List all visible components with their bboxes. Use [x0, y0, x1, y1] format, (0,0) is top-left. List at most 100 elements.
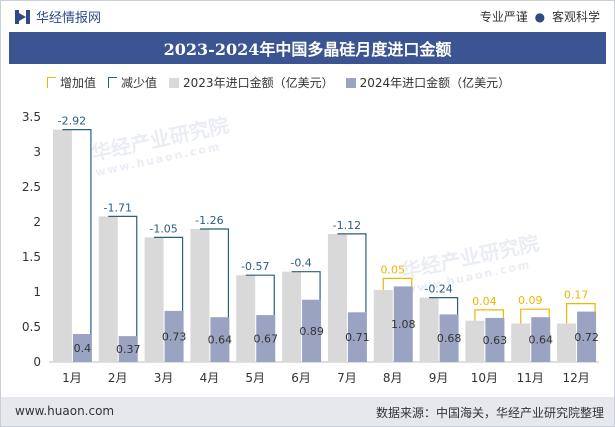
y-tick-label: 1 [33, 285, 41, 299]
data-label-2024: 0.67 [254, 333, 279, 346]
decrease-bracket [337, 233, 367, 313]
bar-2024 [210, 317, 230, 362]
change-label: -1.05 [149, 222, 177, 235]
data-label-2024: 0.71 [345, 331, 370, 344]
bar-2024 [577, 311, 597, 362]
data-label-2024: 1.08 [391, 318, 416, 331]
change-label: 0.17 [564, 289, 589, 302]
legend-2024-label: 2024年进口金额（亿美元） [359, 76, 511, 90]
chart-legend: 增加值 减少值 2023年进口金额（亿美元） 2024年进口金额（亿美元） [47, 74, 522, 91]
footer-url: www.huaon.com [15, 404, 115, 418]
tagline: 专业严谨 ● 客观科学 [480, 8, 600, 25]
bar-2024 [164, 310, 184, 362]
bar-2024 [302, 299, 322, 362]
bar-2024 [72, 334, 92, 362]
change-label: 0.05 [381, 263, 406, 276]
decrease-bracket [291, 271, 321, 300]
y-tick-label: 0 [33, 355, 41, 369]
bar-chart: 0 0.5 1 1.5 2 2.5 3 3.5 -2.92 0.4 1月 -1.71 0.37 2月 -1.… [22, 110, 599, 385]
chart-title-bar: 2023-2024年中国多晶硅月度进口金额 [9, 32, 606, 64]
data-label-2024: 0.4 [74, 342, 92, 355]
decrease-bracket [154, 236, 184, 311]
y-tick-label: 3 [33, 145, 41, 159]
data-label-2024: 0.64 [208, 334, 233, 347]
decrease-bracket [62, 129, 92, 334]
data-label-2024: 0.37 [116, 343, 141, 356]
x-tick-label: 1月 [62, 371, 82, 385]
bar-2023 [419, 297, 439, 362]
bar-2024 [347, 312, 367, 362]
legend-2023: 2023年进口金额（亿美元） [169, 74, 334, 91]
y-tick-label: 2.5 [22, 180, 41, 194]
bar-2023 [52, 129, 72, 362]
decrease-bracket [245, 274, 275, 316]
legend-2024-swatch [345, 77, 356, 88]
decrease-bracket [429, 297, 459, 315]
legend-increase: 增加值 [47, 74, 96, 91]
bar-2023 [98, 216, 118, 362]
x-tick-label: 5月 [245, 371, 265, 385]
change-label: 0.04 [472, 295, 497, 308]
data-label-2024: 0.68 [437, 332, 462, 345]
data-label-2024: 0.63 [483, 334, 508, 347]
legend-decrease: 减少值 [108, 74, 157, 91]
x-tick-label: 12月 [562, 371, 589, 385]
bar-2023 [190, 229, 210, 362]
x-tick-label: 8月 [383, 371, 403, 385]
data-label-2024: 0.73 [162, 330, 187, 343]
bar-2023 [557, 323, 577, 362]
bar-2023 [144, 237, 164, 362]
bar-2023 [373, 289, 393, 362]
legend-2023-swatch [169, 77, 180, 88]
bar-2023 [465, 320, 485, 362]
bar-2024 [393, 286, 413, 362]
bar-2024 [531, 317, 551, 362]
top-bar: 华经情报网 专业严谨 ● 客观科学 [1, 1, 614, 29]
x-tick-label: 7月 [337, 371, 357, 385]
data-label-2024: 0.89 [299, 325, 324, 338]
y-tick-label: 2 [33, 215, 41, 229]
bar-2024 [485, 317, 505, 362]
bar-2024 [439, 314, 459, 362]
legend-increase-swatch [47, 77, 56, 88]
data-label-2024: 0.64 [529, 334, 554, 347]
bar-2023 [327, 233, 347, 362]
x-tick-label: 3月 [154, 371, 174, 385]
x-tick-label: 6月 [291, 371, 311, 385]
change-label: -0.24 [424, 283, 452, 296]
tagline-right: 客观科学 [551, 10, 600, 24]
tagline-separator: ● [534, 10, 546, 24]
bar-2024 [256, 315, 276, 362]
bar-2023 [511, 323, 531, 362]
footer-source: 数据来源：中国海关，华经产业研究院整理 [375, 406, 604, 420]
y-tick-label: 1.5 [22, 250, 41, 264]
bar-2023 [282, 271, 302, 362]
decrease-bracket [108, 215, 138, 337]
increase-bracket [565, 303, 596, 324]
legend-decrease-swatch [108, 77, 118, 88]
change-label: -0.4 [290, 257, 311, 270]
brand: 华经情报网 [15, 7, 101, 26]
legend-2023-label: 2023年进口金额（亿美元） [183, 76, 334, 90]
bar-2023 [236, 275, 256, 362]
tagline-left: 专业严谨 [479, 10, 528, 24]
increase-bracket [474, 309, 505, 321]
y-tick-label: 0.5 [22, 320, 41, 334]
data-label-2024: 0.72 [574, 331, 599, 344]
x-tick-label: 4月 [200, 371, 220, 385]
change-label: 0.09 [518, 294, 543, 307]
brand-logo-icon [15, 9, 30, 24]
x-tick-label: 10月 [471, 371, 498, 385]
y-tick-label: 3.5 [22, 110, 41, 124]
change-label: -2.92 [58, 115, 86, 128]
change-label: -0.57 [241, 260, 269, 273]
x-tick-label: 2月 [108, 371, 128, 385]
change-label: -1.71 [104, 201, 132, 214]
decrease-bracket [199, 228, 230, 318]
brand-name: 华经情报网 [36, 11, 102, 26]
change-label: -1.26 [195, 214, 223, 227]
footer: www.huaon.com 数据来源：中国海关，华经产业研究院整理 [1, 397, 614, 426]
chart-title: 2023-2024年中国多晶硅月度进口金额 [163, 40, 452, 59]
legend-decrease-label: 减少值 [121, 76, 158, 90]
